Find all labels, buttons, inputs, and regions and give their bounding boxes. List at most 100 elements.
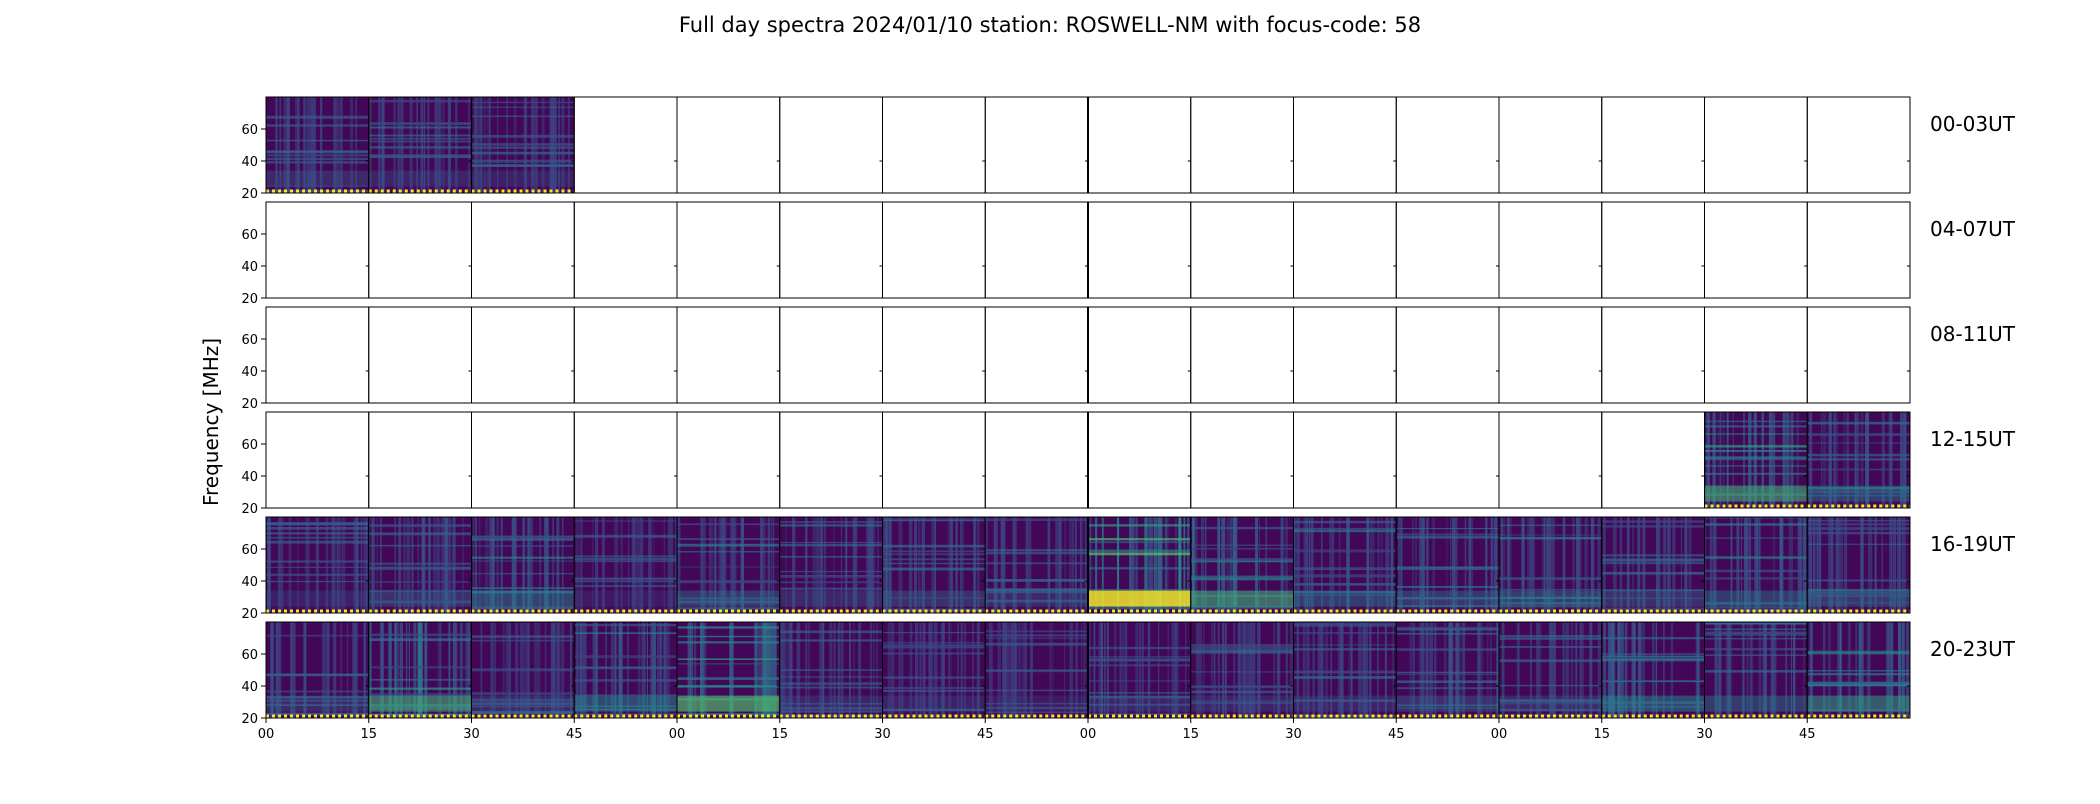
spectrum-panel [265, 516, 370, 614]
spectrum-stripe [1443, 622, 1447, 718]
spectrum-stripe [292, 622, 295, 718]
spectrum-band [1601, 607, 1705, 610]
spectrum-stripe [428, 517, 431, 613]
spectrum-stripe [964, 622, 966, 718]
spectrum-stripe [1790, 622, 1793, 718]
x-tick-label: 00 [1080, 727, 1097, 742]
spectrum-stripe [437, 97, 440, 193]
spectrum-band [779, 710, 883, 713]
spectrum-stripe [1350, 622, 1353, 718]
spectrum-stripe [1888, 622, 1890, 718]
spectrum-stripe [1306, 622, 1310, 718]
spectrum-stripe [1603, 622, 1607, 718]
panel-frame [984, 411, 1089, 509]
spectrum-stripe [632, 517, 636, 613]
spectrum-stripe [899, 517, 903, 613]
spectrum-band [1601, 561, 1705, 565]
spectrum-stripe [1258, 622, 1261, 718]
spectrum-stripe [290, 622, 292, 718]
spectrum-band [266, 690, 369, 693]
spectrum-panel [471, 96, 575, 194]
spectrum-stripe [490, 517, 494, 613]
spectrum-stripe [442, 517, 446, 613]
spectrum-stripe [1544, 517, 1546, 613]
spectrum-stripe [1377, 622, 1379, 718]
spectrum-stripe [1835, 517, 1838, 613]
spectrum-panel [779, 306, 883, 404]
spectrum-stripe [1477, 622, 1481, 718]
spectrum-band [1704, 631, 1808, 635]
spectrum-band [1601, 679, 1705, 682]
spectrum-stripe [1808, 517, 1813, 613]
spectrum-band [1807, 421, 1910, 425]
spectrum-band [779, 556, 883, 558]
spectrum-stripe [397, 97, 401, 193]
spectrum-band [574, 624, 677, 627]
spectrum-stripe [1831, 517, 1834, 613]
x-tick-label: 45 [1799, 727, 1816, 742]
spectrum-stripe [972, 622, 974, 718]
spectrum-stripe [1242, 622, 1247, 718]
spectrum-stripe [1371, 517, 1375, 613]
spectrum-stripe [1609, 622, 1611, 718]
spectrum-stripe [1321, 517, 1323, 613]
spectrum-stripe [288, 517, 292, 613]
y-tick-label: 20 [241, 292, 258, 307]
spectrum-stripe [1797, 517, 1801, 613]
spectrum-stripe [1337, 622, 1340, 718]
spectrum-stripe [1620, 622, 1622, 718]
panel-frame [1087, 96, 1192, 194]
spectrum-stripe [1368, 622, 1372, 718]
x-tick-label: 30 [874, 727, 891, 742]
spectrum-band [1807, 522, 1910, 526]
spectrum-band [1396, 626, 1499, 630]
spectrum-band [1499, 602, 1602, 605]
y-tick-label: 60 [241, 123, 258, 138]
spectrum-band [1190, 544, 1294, 546]
spectrum-stripe [272, 622, 274, 718]
spectrum-lowband [677, 695, 780, 712]
spectrum-stripe [1770, 622, 1773, 718]
spectrum-stripe [1631, 622, 1635, 718]
spectrum-stripe [1298, 622, 1300, 718]
spectrum-stripe [1627, 517, 1629, 613]
spectrum-stripe [1713, 517, 1717, 613]
spectrum-lowband [985, 590, 1088, 607]
spectrum-stripe [1418, 622, 1421, 718]
spectrum-panel [676, 96, 781, 194]
spectrum-band [1190, 649, 1294, 652]
spectrum-panel [471, 306, 575, 404]
spectrum-stripe [1793, 622, 1796, 718]
spectrum-band [882, 646, 986, 649]
spectrum-stripe [1338, 622, 1342, 718]
spectrum-lowband [779, 590, 883, 607]
spectrum-band [1190, 685, 1294, 688]
spectrum-band [779, 686, 883, 689]
spectrum-lowband [266, 590, 369, 607]
spectrum-stripe [1584, 517, 1588, 613]
spectrum-band [368, 99, 472, 103]
spectrum-lowband [368, 590, 472, 607]
spectrum-stripe [353, 517, 355, 613]
spectrum-stripe [677, 517, 681, 613]
spectrum-stripe [424, 622, 428, 718]
spectrum-stripe [287, 97, 289, 193]
spectrum-band [1396, 680, 1499, 683]
spectrum-band [471, 560, 575, 562]
spectrum-stripe [1192, 517, 1195, 613]
spectrum-stripe [347, 622, 349, 718]
spectrum-panel [882, 201, 986, 299]
panel-frame [1806, 621, 1911, 719]
spectrum-panel [984, 96, 1089, 194]
spectrum-band [1396, 687, 1499, 690]
panel-frame [1190, 411, 1294, 509]
spectrum-stripe [355, 622, 358, 718]
spectrum-band [985, 669, 1088, 672]
spectrum-stripe [627, 622, 630, 718]
spectrum-stripe [1577, 517, 1582, 613]
spectrum-lowband [1807, 590, 1910, 607]
spectrum-band [1704, 523, 1808, 526]
spectrum-band [1088, 552, 1191, 556]
spectrum-band [368, 137, 472, 140]
spectrum-stripe [770, 622, 774, 718]
